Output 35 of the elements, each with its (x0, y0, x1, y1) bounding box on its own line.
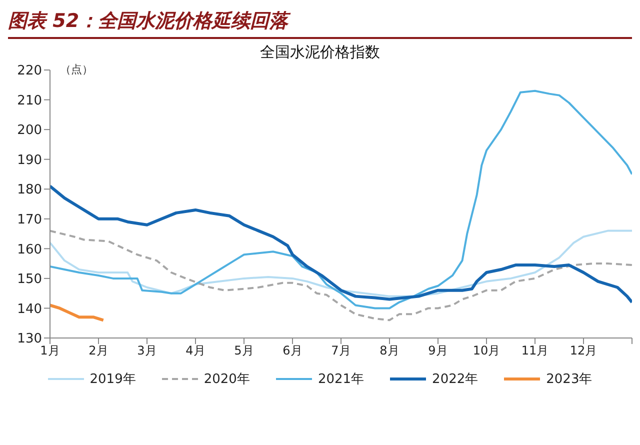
y-tick-label: 210 (17, 93, 42, 108)
x-tick-label: 5月 (234, 344, 254, 358)
y-tick-label: 220 (17, 64, 42, 79)
x-tick-label: 9月 (428, 344, 448, 358)
chart-subtitle: 全国水泥价格指数 (259, 43, 381, 62)
line-series (50, 230, 632, 298)
legend-label: 2020年 (204, 371, 250, 388)
legend-label: 2019年 (90, 371, 136, 388)
chart-title: 图表 52：全国水泥价格延续回落 (8, 8, 632, 39)
y-tick-label: 160 (17, 242, 42, 258)
x-tick-label: 2月 (88, 344, 108, 358)
x-tick-label: 10月 (472, 344, 500, 358)
x-tick-label: 11月 (521, 344, 549, 358)
line-series (50, 90, 632, 310)
x-tick-label: 8月 (380, 344, 400, 358)
x-tick-label: 3月 (137, 344, 157, 358)
line-series (50, 230, 632, 322)
legend-label: 2022年 (432, 371, 478, 388)
y-tick-label: 180 (17, 182, 42, 198)
line-series (50, 184, 632, 304)
legend-label: 2023年 (546, 371, 592, 388)
line-series (50, 304, 105, 322)
y-tick-label: 190 (17, 152, 42, 168)
y-tick-label: 130 (17, 332, 42, 347)
x-tick-label: 1月 (40, 344, 60, 358)
y-tick-label: 150 (17, 272, 42, 288)
x-tick-label: 6月 (282, 344, 302, 358)
x-tick-label: 7月 (331, 344, 351, 358)
y-tick-label: 140 (17, 302, 42, 317)
x-tick-label: 12月 (570, 344, 598, 358)
y-tick-label: 170 (17, 212, 42, 228)
y-axis-title: （点） (60, 62, 93, 77)
y-tick-label: 200 (17, 123, 42, 138)
legend-label: 2021年 (318, 371, 364, 388)
x-tick-label: 4月 (186, 344, 206, 358)
